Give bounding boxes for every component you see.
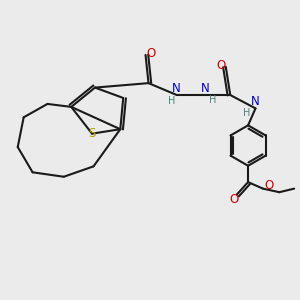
Text: O: O [146,47,155,60]
Text: H: H [168,96,175,106]
Text: S: S [88,127,96,140]
Text: N: N [250,95,259,108]
Text: O: O [264,178,274,192]
Text: O: O [229,194,239,206]
Text: O: O [216,59,225,72]
Text: N: N [201,82,209,95]
Text: N: N [172,82,181,95]
Text: H: H [209,95,216,105]
Text: H: H [243,108,250,118]
